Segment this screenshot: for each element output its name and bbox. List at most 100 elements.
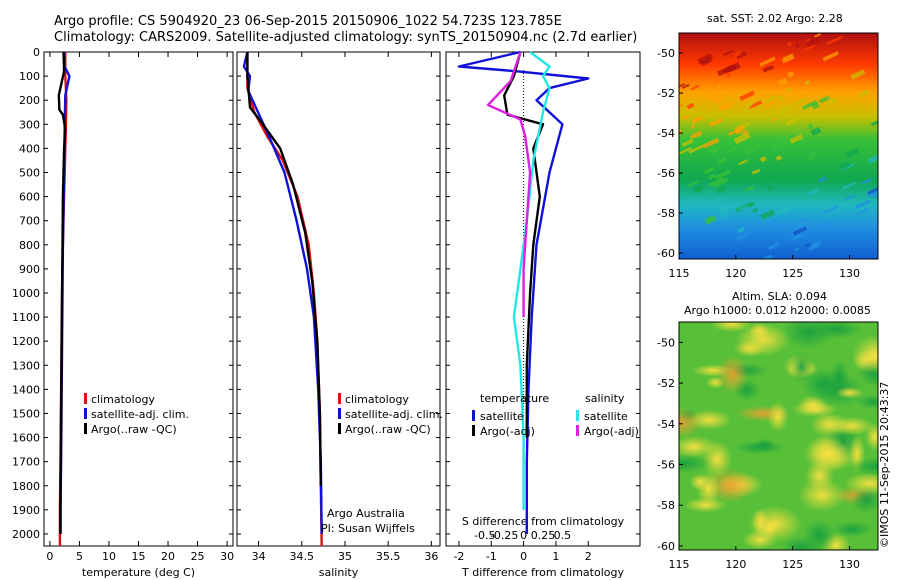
temp-xtick-label: 10: [102, 550, 116, 563]
sla-map-blob: [742, 530, 777, 550]
sla-map-blob: [748, 322, 770, 340]
sst-map-streak: [734, 258, 744, 259]
sst-map-streak: [709, 117, 723, 127]
depth-tick-label: 500: [19, 166, 40, 179]
sst-map-streak: [777, 77, 788, 87]
sst-map-streak: [733, 51, 742, 58]
sla-map-blob: [855, 394, 878, 410]
sst-map-streak: [712, 177, 729, 188]
temp-xtick-label: 0: [46, 550, 53, 563]
sla-map-blob: [780, 536, 824, 550]
depth-tick-label: 1500: [12, 407, 40, 420]
diff-top-tick-label: -0.5: [474, 529, 495, 542]
sla-map-blob: [679, 454, 711, 474]
sst-map-streak: [692, 184, 704, 194]
sst-map-streak: [752, 207, 759, 213]
sst-map-streak: [766, 95, 777, 103]
sst-map-xtick-label: 125: [782, 267, 803, 280]
sst-map-streak: [786, 41, 793, 47]
sst-map-streak: [771, 139, 789, 151]
sal-xtick-label: 34: [252, 550, 266, 563]
profile-title: Argo profile: CS 5904920_23 06-Sep-2015 …: [54, 14, 562, 29]
sal-annotation-2: PI: Susan Wijffels: [321, 522, 415, 535]
sst-map-streak: [792, 14, 807, 23]
sst-map-streak: [710, 110, 723, 120]
sst-map-streak: [773, 56, 784, 64]
sla-map-title-1: Altim. SLA: 0.094: [732, 290, 828, 303]
sst-map-streak: [716, 98, 722, 106]
sla-map-blob: [684, 497, 727, 513]
depth-tick-label: 1800: [12, 480, 40, 493]
sst-map-streak: [793, 96, 809, 106]
sla-map-blob: [835, 386, 865, 399]
diff-series-t-satellite: [457, 50, 590, 534]
sst-map-streak: [845, 147, 860, 159]
sal-annotation-1: Argo Australia: [327, 507, 405, 520]
sal-legend-swatch: [338, 408, 341, 419]
depth-tick-label: 200: [19, 94, 40, 107]
sst-map-streak: [744, 185, 755, 192]
sst-map-streak: [690, 124, 696, 129]
sst-map-streak: [682, 83, 690, 89]
sal-xtick-label: 36: [424, 550, 438, 563]
sst-map-streak: [708, 177, 724, 187]
sal-panel: 34 34.5 35 35.5 36 salinity climatology satelli…: [236, 51, 443, 579]
temp-panel: 0 5 10 15 20 25 30 temperature (deg C) 0 100 200 30…: [12, 46, 234, 579]
diff-legend-swatch: [472, 425, 475, 436]
sla-map-blob: [849, 457, 878, 476]
diff-legend-swatch: [472, 410, 475, 421]
sal-legend-swatch: [338, 423, 341, 434]
sst-map-streak: [679, 147, 692, 156]
sst-map-streak: [717, 101, 734, 112]
sst-map-streak: [733, 125, 746, 135]
sst-map-streak: [786, 86, 792, 93]
depth-tick-label: 100: [19, 70, 40, 83]
climatology-subtitle: Climatology: CARS2009. Satellite-adjuste…: [54, 30, 638, 45]
sst-map-streak: [741, 130, 749, 136]
depth-tick-label: 1000: [12, 287, 40, 300]
sal-legend-label: Argo(..raw -QC): [345, 423, 431, 436]
depth-tick-label: 1700: [12, 456, 40, 469]
depth-tick-label: 1600: [12, 432, 40, 445]
sst-map-streak: [765, 219, 778, 227]
diff-panel: -2 -1 0 1 2 T difference from climatology -0.5…: [445, 50, 641, 579]
sst-map-frame: [678, 32, 879, 260]
sal-legend-label: climatology: [345, 393, 409, 406]
sst-map-streak: [717, 156, 727, 165]
sla-map-xtick-label: 130: [839, 558, 860, 571]
sla-map-blob: [689, 473, 710, 491]
sst-map-streak: [766, 184, 773, 192]
sla-map-blob: [831, 521, 874, 538]
sla-map-xtick-label: 125: [782, 558, 803, 571]
sst-map-streak: [746, 101, 753, 108]
sst-map-streak: [806, 188, 819, 197]
sst-map-streak: [710, 93, 725, 103]
sst-map-streak: [824, 204, 840, 214]
sst-map-streak: [737, 227, 745, 234]
sst-map-streak: [726, 146, 737, 154]
sst-map-streak: [814, 33, 822, 38]
diff-series-s-argo-adj-: [486, 51, 532, 318]
sst-map-streak: [850, 69, 866, 80]
sst-map-streak: [771, 221, 787, 233]
sst-map-streak: [707, 143, 723, 154]
sst-map-streak: [807, 243, 819, 252]
sst-map-streak: [708, 173, 716, 180]
sst-map-streak: [770, 244, 777, 249]
temp-xtick-label: 20: [161, 550, 175, 563]
sla-map: 115 120 125 130 -50 -52 -54 -56 -58 -60: [657, 321, 879, 571]
sst-map-streak: [714, 169, 731, 180]
sst-map-streak: [775, 206, 789, 217]
diff-legend-label: Argo(-adj): [480, 425, 535, 438]
sst-map-streak: [826, 35, 843, 45]
sst-map-streak: [805, 242, 811, 248]
sst-map-xtick-label: 130: [839, 267, 860, 280]
sal-xtick-label: 35.5: [376, 550, 401, 563]
sla-map-ytick-label: -56: [657, 459, 675, 472]
sst-map-streak: [697, 53, 714, 65]
sst-map-streak: [763, 270, 775, 278]
diff-legend-swatch: [576, 410, 579, 421]
sst-map-streak: [770, 117, 778, 122]
sla-map-blob: [767, 401, 789, 433]
temp-xlabel: temperature (deg C): [82, 566, 195, 579]
